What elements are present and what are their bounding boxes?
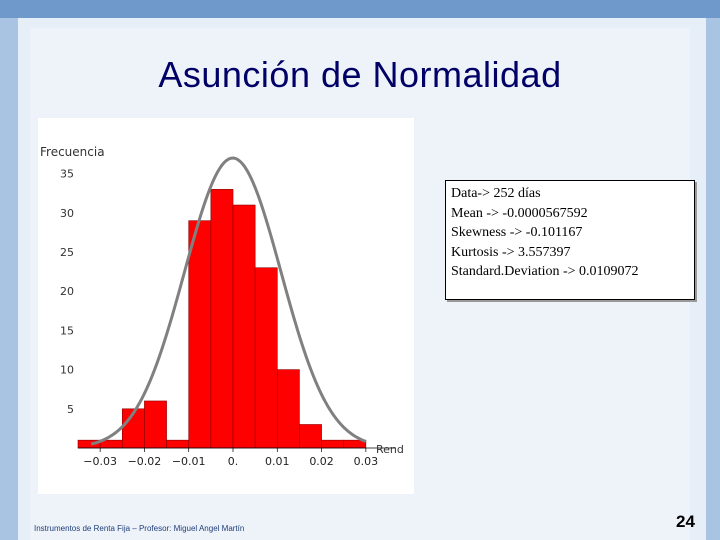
- x-axis-label: Rend: [376, 443, 404, 456]
- x-tick-label: −0.02: [128, 455, 162, 468]
- y-tick-label: 30: [60, 207, 74, 220]
- x-tick-label: −0.01: [172, 455, 206, 468]
- x-tick-label: 0.01: [265, 455, 290, 468]
- slide-footer: Instrumentos de Renta Fija – Profesor: M…: [34, 524, 245, 533]
- y-tick-label: 35: [60, 168, 74, 181]
- slide-right-band: [706, 18, 720, 540]
- x-tick-label: 0.02: [309, 455, 334, 468]
- histogram-bar: [254, 267, 278, 449]
- normal-curve: [90, 156, 367, 446]
- slide-title: Asunción de Normalidad: [158, 54, 562, 95]
- histogram-bar: [210, 189, 234, 449]
- stat-mean: Mean -> -0.0000567592: [451, 205, 588, 221]
- x-tick-label: 0.: [228, 455, 239, 468]
- y-tick-label: 5: [67, 403, 74, 416]
- histogram-bar: [232, 204, 256, 449]
- y-axis-label: Frecuencia: [40, 145, 105, 159]
- histogram-bar: [299, 424, 322, 449]
- histogram-bar: [321, 439, 345, 449]
- y-tick-label: 25: [60, 246, 74, 259]
- histogram-bar: [166, 439, 190, 449]
- y-tick-label: 20: [60, 285, 74, 298]
- slide-number: 24: [676, 512, 695, 531]
- stat-kurtosis: Kurtosis -> 3.557397: [451, 244, 571, 260]
- statistics-box: Data-> 252 días Mean -> -0.0000567592 Sk…: [445, 180, 695, 300]
- histogram-chart-panel: −0.03 −0.02 −0.01 0. 0.01 0.02 0.03 5 10 15 20 25 30…: [38, 118, 414, 494]
- histogram-bar: [188, 220, 212, 449]
- stat-data-count: Data-> 252 días: [451, 186, 541, 201]
- stat-skewness: Skewness -> -0.101167: [451, 225, 583, 240]
- x-tick-label: −0.03: [83, 455, 117, 468]
- histogram-chart: −0.03 −0.02 −0.01 0. 0.01 0.02 0.03 5 10 15 20 25 30…: [40, 145, 404, 468]
- histogram-bar: [276, 369, 300, 449]
- slide-left-band: [0, 18, 18, 540]
- x-tick-label: 0.03: [354, 455, 379, 468]
- y-tick-label: 15: [60, 324, 74, 337]
- histogram-bar: [144, 400, 167, 449]
- stat-std-deviation: Standard.Deviation -> 0.0109072: [451, 264, 639, 279]
- slide-top-band: [0, 0, 720, 18]
- y-tick-label: 10: [60, 364, 74, 377]
